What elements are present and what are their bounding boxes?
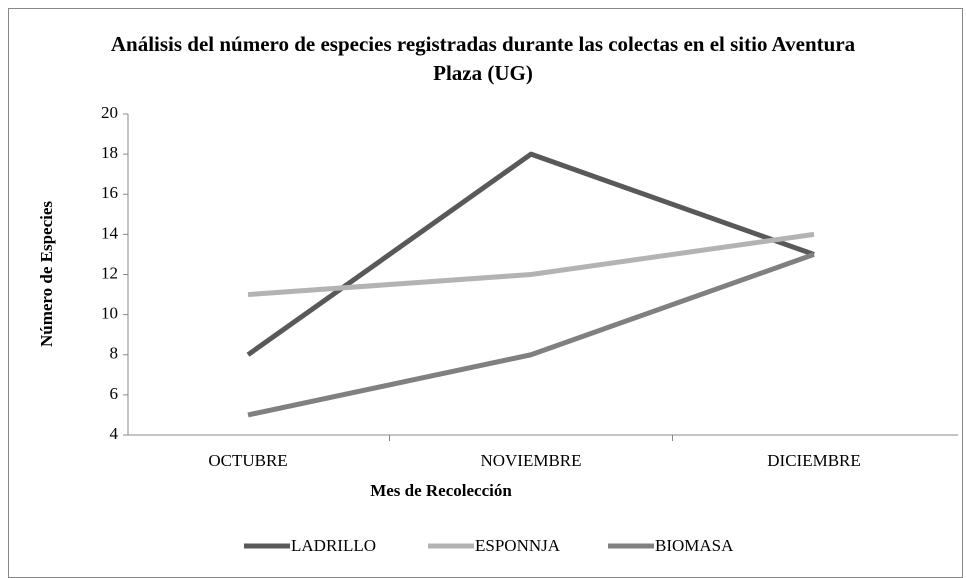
x-tick-label: DICIEMBRE (767, 451, 861, 470)
series-line (247, 252, 815, 418)
legend-label: ESPONNJA (475, 536, 561, 555)
y-tick-label: 20 (101, 103, 118, 122)
x-tick-label: NOVIEMBRE (480, 451, 581, 470)
y-tick-label: 8 (110, 344, 119, 363)
y-tick-label: 4 (110, 424, 119, 443)
y-tick-label: 10 (101, 304, 118, 323)
legend-label: LADRILLO (291, 536, 376, 555)
chart-title: Análisis del número de especies registra… (110, 32, 856, 85)
x-axis-title: Mes de Recolección (370, 481, 512, 500)
y-tick-label: 16 (101, 183, 118, 202)
x-tick-label: OCTUBRE (208, 451, 287, 470)
chart: Mes de Recolección Número de Especies 4 6… (37, 103, 958, 555)
y-axis-title: Número de Especies (37, 201, 56, 347)
y-tick-label: 14 (101, 223, 119, 242)
series-line (246, 151, 815, 357)
y-tick-label: 12 (101, 263, 118, 282)
page: Análisis del número de especies registra… (8, 8, 963, 578)
legend-label: BIOMASA (655, 536, 734, 555)
y-tick-label: 18 (101, 143, 118, 162)
series-line (247, 231, 815, 298)
y-tick-label: 6 (110, 384, 119, 403)
